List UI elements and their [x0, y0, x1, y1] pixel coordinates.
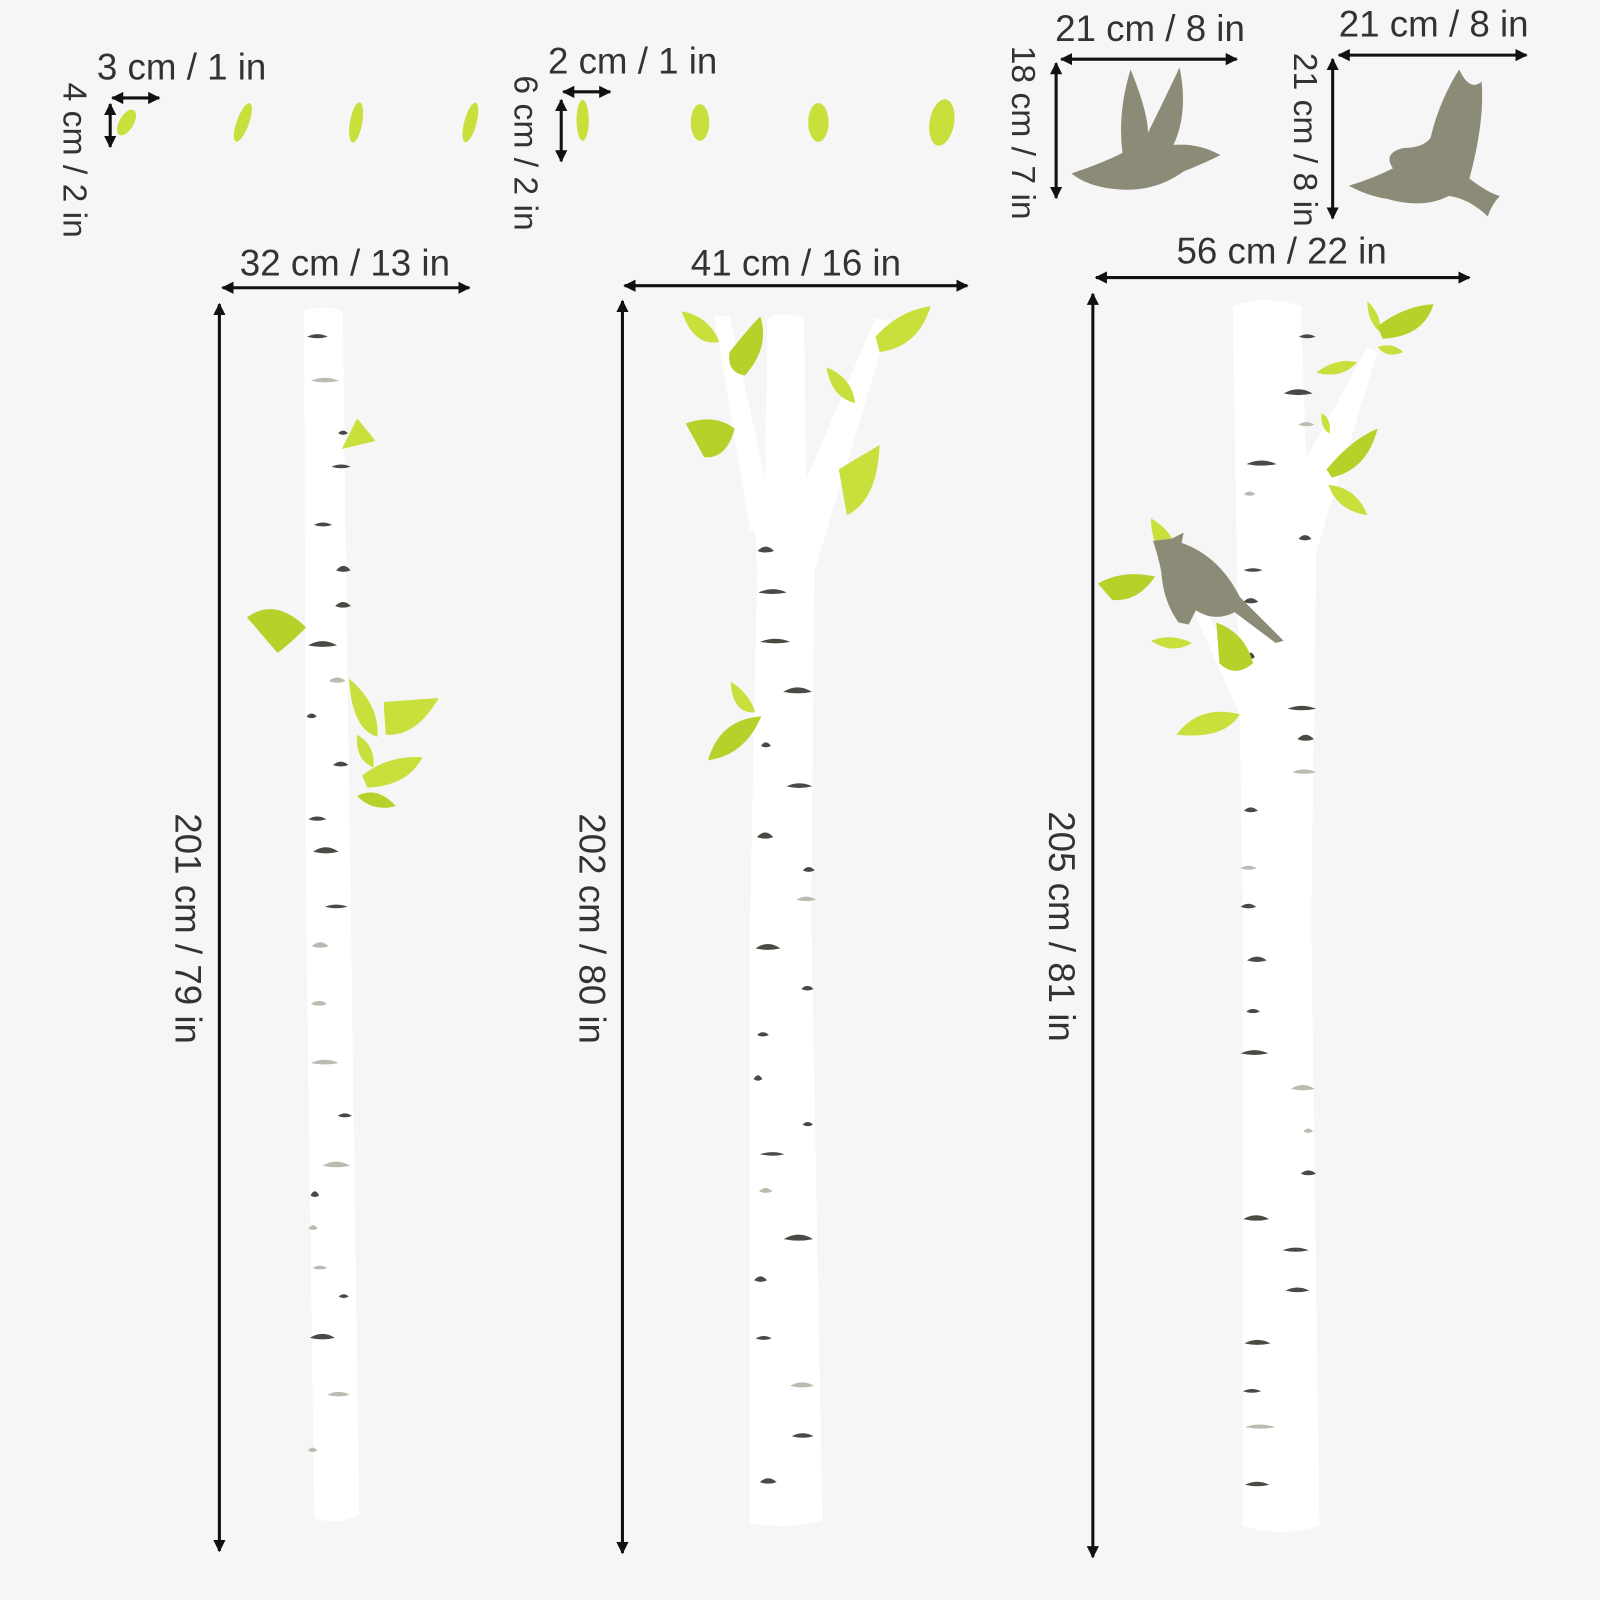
bark-mark	[802, 866, 815, 872]
dimension-label: 3 cm / 1 in	[97, 47, 266, 88]
bark-mark	[1243, 1215, 1270, 1221]
dimension-label: 56 cm / 22 in	[1177, 230, 1387, 271]
bark-mark	[1240, 865, 1257, 870]
bark-mark	[308, 1225, 318, 1231]
bark-mark	[786, 783, 813, 788]
dimension-label: 18 cm / 7 in	[1004, 46, 1041, 220]
dimension-label: 6 cm / 2 in	[506, 75, 543, 230]
bark-mark	[338, 1294, 349, 1299]
bark-mark	[1298, 535, 1312, 541]
bark-mark	[1298, 422, 1315, 427]
bark-mark	[1244, 1339, 1271, 1345]
bark-mark	[312, 1265, 328, 1270]
bark-mark	[760, 1152, 785, 1156]
bark-mark	[309, 1333, 335, 1340]
dimension-label: 21 cm / 8 in	[1055, 8, 1245, 49]
bark-mark	[313, 522, 333, 527]
bark-mark	[310, 1059, 339, 1065]
bark-mark	[796, 896, 817, 902]
bark-mark	[338, 430, 348, 435]
bark-mark	[1243, 807, 1258, 813]
bark-mark	[327, 1391, 350, 1397]
dimension-label: 4 cm / 2 in	[55, 83, 92, 238]
bark-mark	[759, 1478, 777, 1484]
bark-mark	[791, 1433, 814, 1438]
bark-mark	[755, 943, 781, 950]
dimension-label: 21 cm / 8 in	[1339, 4, 1529, 45]
bark-mark	[1303, 1128, 1314, 1133]
bark-mark	[756, 832, 774, 839]
bird-2	[1348, 69, 1500, 217]
bark-mark	[760, 638, 791, 644]
bark-mark	[313, 847, 339, 854]
bark-mark	[1285, 1287, 1310, 1293]
bark-mark	[1244, 1481, 1270, 1487]
bark-mark	[790, 1382, 815, 1388]
bark-mark	[1240, 903, 1257, 909]
bark-mark	[759, 1188, 773, 1193]
bark-mark	[310, 1191, 320, 1198]
bark-mark	[335, 602, 351, 608]
bark-mark	[308, 641, 338, 647]
dimension-label: 32 cm / 13 in	[240, 243, 450, 284]
bark-mark	[1298, 334, 1316, 339]
bark-mark	[1240, 1050, 1269, 1055]
bark-mark	[331, 464, 351, 469]
bark-mark	[306, 713, 317, 719]
bark-mark	[307, 1447, 318, 1452]
bark-mark	[1243, 568, 1263, 572]
bark-mark	[1242, 1388, 1262, 1393]
dimension-label: 201 cm / 79 in	[168, 813, 209, 1044]
bark-mark	[308, 816, 327, 821]
bark-mark	[310, 377, 339, 383]
bark-mark	[322, 1161, 351, 1168]
bark-mark	[310, 1000, 328, 1006]
dimension-label: 205 cm / 81 in	[1041, 811, 1082, 1042]
bark-mark	[755, 1335, 772, 1340]
tree-3	[1097, 300, 1434, 1533]
bark-mark	[783, 687, 812, 694]
bark-mark	[753, 1075, 763, 1081]
bird-1	[1071, 67, 1221, 190]
bark-mark	[802, 1122, 814, 1127]
bark-mark	[1243, 598, 1259, 604]
bark-mark	[328, 677, 346, 683]
bark-mark	[1247, 956, 1267, 962]
bark-mark	[801, 985, 814, 991]
tree-1	[246, 307, 439, 1522]
bark-mark	[1287, 705, 1317, 711]
bark-mark	[758, 589, 787, 595]
bark-mark	[1246, 1008, 1260, 1014]
bark-mark	[783, 1234, 814, 1241]
dimension-label: 2 cm / 1 in	[548, 40, 717, 81]
bark-mark	[1244, 1424, 1276, 1429]
bark-mark	[311, 942, 329, 948]
bark-mark	[757, 1032, 769, 1037]
bark-mark	[307, 334, 328, 339]
bark-mark	[1282, 1247, 1309, 1252]
bark-mark	[754, 1276, 768, 1282]
bark-mark	[1283, 389, 1313, 396]
bark-mark	[1290, 1084, 1315, 1091]
bark-mark	[1246, 460, 1277, 466]
bark-mark	[1292, 769, 1317, 774]
bark-mark	[1243, 491, 1256, 496]
dimension-label: 21 cm / 8 in	[1286, 53, 1323, 227]
bark-mark	[1297, 734, 1314, 741]
bark-mark	[324, 904, 348, 909]
bark-mark	[337, 1113, 352, 1118]
tree-2	[681, 306, 931, 1527]
bark-mark	[333, 761, 349, 767]
dimension-label: 41 cm / 16 in	[691, 243, 901, 284]
bark-mark	[1300, 1170, 1317, 1176]
bark-mark	[336, 565, 351, 572]
bark-mark	[761, 742, 771, 748]
dimension-label: 202 cm / 80 in	[572, 813, 613, 1044]
bark-mark	[757, 546, 775, 553]
small-leaves	[117, 99, 955, 146]
